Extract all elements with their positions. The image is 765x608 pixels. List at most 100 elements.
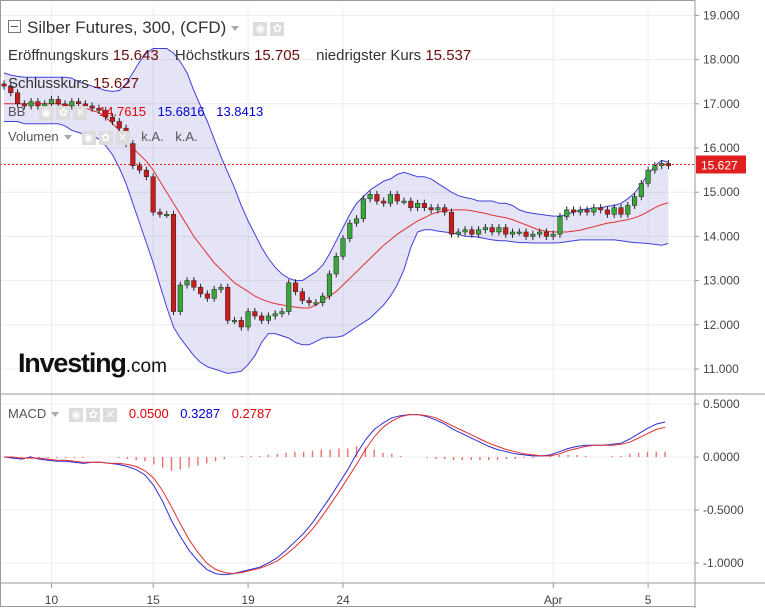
gear-icon[interactable]: ✿ bbox=[56, 105, 71, 120]
candle-body bbox=[69, 101, 75, 107]
caret-down-icon[interactable] bbox=[231, 26, 240, 32]
candle-body bbox=[550, 233, 556, 237]
ohlc-row: Eröffnungskurs 15.643 Höchstkurs 15.705 … bbox=[8, 47, 483, 64]
candle-body bbox=[130, 143, 136, 166]
candle-body bbox=[252, 311, 258, 317]
candle-body bbox=[245, 311, 251, 328]
low-value: 15.537 bbox=[425, 47, 472, 64]
candle-body bbox=[367, 194, 373, 200]
candle-body bbox=[326, 273, 332, 297]
close-label: Schlusskurs bbox=[8, 75, 89, 92]
candle-body bbox=[259, 315, 265, 321]
candle-body bbox=[489, 227, 495, 233]
candle-body bbox=[191, 280, 197, 288]
gear-icon[interactable]: ✿ bbox=[98, 130, 113, 145]
bb-upper-value: 15.6816 bbox=[157, 104, 205, 119]
candle-body bbox=[462, 229, 468, 233]
candle-body bbox=[164, 214, 170, 217]
candle-body bbox=[645, 169, 651, 184]
candle-body bbox=[455, 231, 461, 235]
candle-body bbox=[374, 194, 380, 202]
candle-body bbox=[570, 209, 577, 213]
y-tick-label: 15.000 bbox=[703, 185, 740, 199]
caret-down-icon[interactable] bbox=[63, 135, 72, 141]
close-icon[interactable]: ✕ bbox=[73, 105, 88, 120]
open-label: Eröffnungskurs bbox=[8, 47, 109, 64]
bb-lower-line bbox=[4, 121, 669, 374]
candle-body bbox=[177, 284, 183, 312]
close-icon[interactable]: ✕ bbox=[103, 407, 118, 422]
investing-logo: Investing.com bbox=[18, 348, 167, 379]
x-tick-label: 24 bbox=[336, 593, 350, 607]
candle-body bbox=[509, 231, 516, 235]
caret-down-icon[interactable] bbox=[51, 412, 60, 418]
macd-pane[interactable] bbox=[3, 414, 666, 576]
candle-body bbox=[306, 300, 312, 303]
gear-icon[interactable]: ✿ bbox=[270, 21, 285, 36]
bb-legend: BB ◉ ✿ ✕ 14.7615 15.6816 13.8413 bbox=[8, 104, 263, 120]
price-tag-background bbox=[696, 155, 746, 174]
candle-body bbox=[625, 205, 631, 215]
close-icon[interactable]: ✕ bbox=[115, 130, 130, 145]
volume-value-2: k.A. bbox=[175, 129, 198, 144]
candle-body bbox=[503, 227, 509, 235]
candle-body bbox=[469, 229, 475, 235]
macd-y-tick-label: 0.5000 bbox=[703, 397, 740, 411]
y-tick-label: 11.000 bbox=[703, 362, 739, 376]
candle-body bbox=[28, 101, 34, 107]
candle-body bbox=[211, 289, 217, 299]
candle-body bbox=[150, 176, 156, 213]
price-pane[interactable] bbox=[0, 48, 695, 374]
candle-body bbox=[279, 311, 285, 315]
candle-body bbox=[577, 209, 583, 213]
eye-icon[interactable]: ◉ bbox=[253, 21, 268, 36]
macd-signal-value: 0.2787 bbox=[231, 406, 272, 421]
bollinger-band-fill bbox=[4, 48, 669, 374]
candle-body bbox=[218, 286, 224, 290]
candle-body bbox=[530, 233, 536, 237]
candle-body bbox=[333, 256, 339, 275]
candle-body bbox=[89, 105, 95, 109]
eye-icon[interactable]: ◉ bbox=[69, 407, 84, 422]
candle-body bbox=[428, 207, 434, 211]
eye-icon[interactable]: ◉ bbox=[39, 105, 54, 120]
grid bbox=[0, 6, 695, 582]
eye-icon[interactable]: ◉ bbox=[81, 130, 96, 145]
candle-body bbox=[598, 207, 604, 211]
volume-label: Volumen bbox=[8, 129, 59, 144]
collapse-icon[interactable] bbox=[8, 20, 21, 33]
logo-suffix: .com bbox=[125, 356, 167, 377]
candle-body bbox=[537, 231, 543, 235]
candle-body bbox=[204, 293, 210, 299]
candle-body bbox=[15, 92, 21, 105]
candle-body bbox=[116, 121, 122, 129]
candle-body bbox=[564, 209, 570, 217]
candle-body bbox=[448, 211, 455, 235]
candle-body bbox=[198, 286, 204, 295]
x-tick-label: 19 bbox=[241, 593, 255, 607]
candle-body bbox=[157, 211, 163, 215]
candle-body bbox=[408, 200, 414, 208]
candle-body bbox=[48, 99, 55, 105]
low-label: niedrigster Kurs bbox=[316, 47, 422, 64]
candle-body bbox=[604, 209, 610, 215]
y-tick-label: 16.000 bbox=[703, 141, 740, 155]
high-label: Höchstkurs bbox=[174, 47, 250, 64]
candle-body bbox=[476, 229, 482, 235]
candle-body bbox=[55, 99, 61, 105]
candle-body bbox=[421, 203, 427, 208]
x-tick-label: 15 bbox=[146, 593, 160, 607]
candle-body bbox=[96, 107, 102, 111]
candle-body bbox=[381, 200, 387, 204]
price-tag: 15.627 bbox=[701, 158, 738, 172]
candle-body bbox=[482, 227, 488, 231]
bb-upper-line bbox=[3, 48, 669, 282]
candle-body bbox=[340, 238, 346, 257]
gear-icon[interactable]: ✿ bbox=[86, 407, 101, 422]
candle-body bbox=[35, 101, 41, 107]
candle-body bbox=[638, 183, 644, 197]
macd-signal-line bbox=[4, 414, 666, 575]
